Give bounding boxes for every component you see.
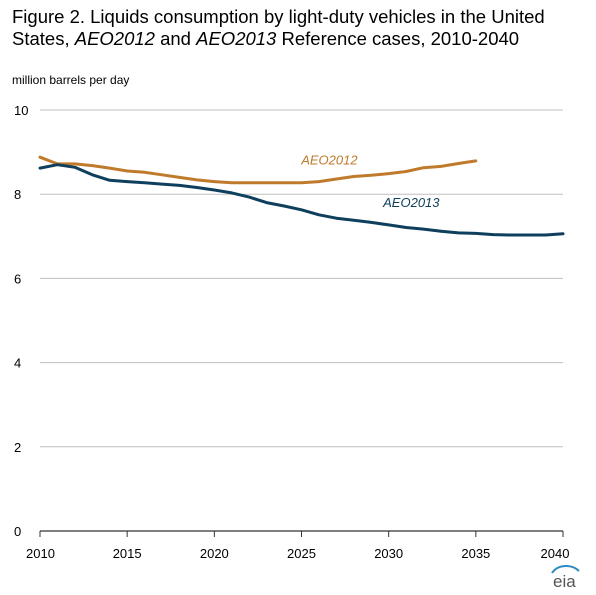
data-point-aeo2013	[474, 232, 478, 235]
data-point-aeo2013	[265, 201, 268, 204]
data-point-aeo2013	[178, 184, 181, 187]
x-tick-label: 2020	[200, 546, 229, 561]
y-tick-label: 10	[14, 103, 28, 118]
data-point-aeo2013	[56, 163, 59, 166]
data-point-aeo2012	[404, 170, 408, 173]
data-point-aeo2013	[439, 230, 443, 233]
data-point-aeo2012	[370, 174, 373, 177]
title-part-2: and	[154, 28, 197, 49]
data-point-aeo2012	[248, 181, 251, 185]
data-point-aeo2012	[422, 166, 425, 169]
data-point-aeo2013	[108, 179, 111, 182]
data-point-aeo2012	[230, 181, 233, 185]
data-point-aeo2013	[195, 186, 199, 189]
data-point-aeo2012	[317, 180, 321, 183]
series-line-aeo2012	[38, 155, 478, 185]
data-point-aeo2012	[195, 178, 199, 182]
data-point-aeo2013	[387, 223, 390, 227]
data-point-aeo2012	[125, 169, 129, 173]
x-tick-label: 2015	[113, 546, 142, 561]
data-point-aeo2013	[38, 166, 42, 170]
data-point-aeo2012	[143, 171, 146, 174]
title-part-3: Reference cases, 2010-2040	[276, 28, 520, 49]
data-point-aeo2012	[91, 164, 94, 167]
x-tick-label: 2030	[374, 546, 403, 561]
data-point-aeo2012	[160, 173, 164, 177]
y-tick-label: 8	[14, 187, 21, 202]
data-point-aeo2013	[370, 221, 373, 224]
x-tick-label: 2010	[26, 546, 55, 561]
data-point-aeo2013	[561, 232, 565, 235]
data-point-aeo2013	[352, 219, 355, 222]
data-point-aeo2012	[474, 159, 478, 163]
title-aeo2012: AEO2012	[74, 28, 155, 49]
title-aeo2013: AEO2013	[196, 28, 277, 49]
data-point-aeo2013	[230, 191, 233, 195]
data-point-aeo2013	[317, 213, 321, 217]
x-tick-label: 2035	[461, 546, 490, 561]
data-point-aeo2013	[492, 233, 495, 236]
data-point-aeo2012	[352, 175, 355, 178]
y-axis-label: million barrels per day	[12, 73, 130, 87]
data-point-aeo2013	[248, 195, 251, 199]
data-point-aeo2013	[125, 180, 129, 183]
chart-title: Figure 2. Liquids consumption by light-d…	[12, 6, 587, 50]
y-tick-label: 2	[14, 440, 21, 455]
data-point-aeo2012	[387, 172, 390, 175]
y-tick-label: 0	[14, 524, 21, 539]
data-point-aeo2012	[335, 177, 338, 181]
eia-logo: eia	[551, 565, 580, 591]
x-tick-label: 2040	[541, 546, 570, 561]
data-point-aeo2012	[213, 180, 216, 183]
data-point-aeo2013	[300, 208, 303, 211]
data-point-aeo2013	[335, 216, 338, 220]
data-point-aeo2012	[108, 166, 111, 170]
data-point-aeo2012	[38, 155, 42, 159]
data-point-aeo2013	[526, 233, 530, 237]
data-point-aeo2012	[178, 176, 181, 179]
data-point-aeo2012	[300, 181, 303, 185]
data-point-aeo2012	[282, 181, 286, 185]
data-point-aeo2012	[265, 181, 268, 185]
series-line-aeo2013	[38, 163, 565, 237]
series-label-aeo2013: AEO2013	[382, 195, 440, 210]
data-point-aeo2013	[91, 173, 94, 177]
y-tick-label: 4	[14, 356, 21, 371]
data-point-aeo2013	[404, 226, 408, 229]
data-point-aeo2013	[73, 166, 77, 169]
eia-logo-text: eia	[553, 572, 576, 591]
data-point-aeo2012	[439, 165, 443, 168]
title-part-1: Figure 2. Liquids consumption by light-d…	[12, 6, 545, 49]
data-point-aeo2012	[457, 162, 460, 165]
data-point-aeo2013	[422, 227, 425, 231]
series-label-aeo2012: AEO2012	[300, 153, 358, 168]
data-point-aeo2013	[509, 233, 512, 237]
data-point-aeo2013	[213, 188, 216, 192]
data-point-aeo2013	[544, 233, 547, 237]
x-tick-label: 2025	[287, 546, 316, 561]
data-point-aeo2013	[143, 181, 146, 185]
data-point-aeo2013	[160, 182, 164, 186]
y-tick-label: 6	[14, 271, 21, 286]
data-point-aeo2013	[457, 231, 460, 235]
data-point-aeo2013	[282, 204, 286, 208]
data-point-aeo2012	[73, 162, 77, 166]
